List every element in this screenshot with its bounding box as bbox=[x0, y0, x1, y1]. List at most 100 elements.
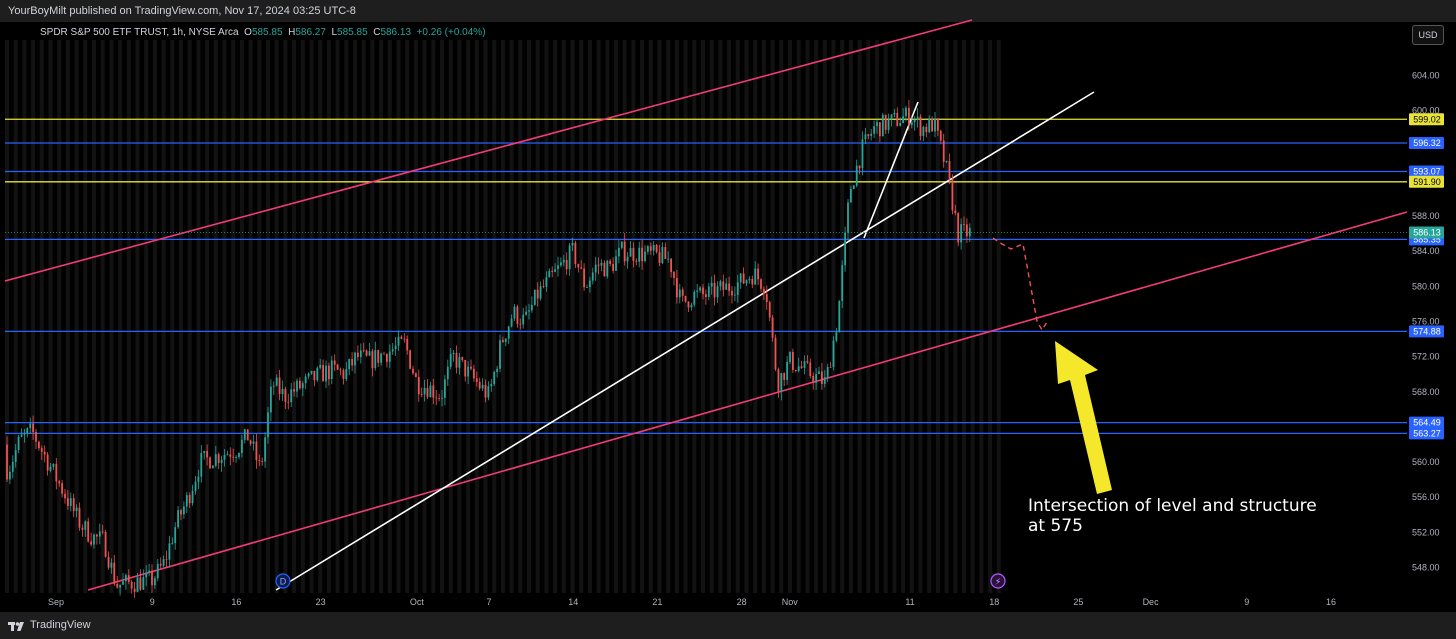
session-stripe bbox=[927, 40, 932, 593]
candle-body bbox=[281, 388, 284, 395]
candle-body bbox=[470, 366, 472, 369]
candle-body bbox=[705, 294, 707, 297]
candle-body bbox=[618, 247, 620, 257]
session-stripe bbox=[727, 40, 732, 593]
candle-body bbox=[17, 436, 20, 450]
candle-body bbox=[771, 317, 774, 338]
change-value: +0.26 (+0.04%) bbox=[416, 27, 486, 38]
event-badge[interactable] bbox=[990, 573, 1006, 589]
candle-body bbox=[673, 272, 675, 278]
candle-body bbox=[232, 456, 235, 458]
channel-lower-line[interactable] bbox=[87, 211, 1408, 591]
candle-body bbox=[394, 345, 397, 350]
candle-body bbox=[125, 575, 127, 582]
session-stripe bbox=[248, 40, 253, 593]
session-stripe bbox=[518, 40, 523, 593]
candle-body bbox=[913, 119, 916, 123]
candle-body bbox=[519, 323, 522, 325]
candle-body bbox=[452, 352, 455, 355]
level-price-tag-label: 599.02 bbox=[1413, 114, 1441, 124]
candle-body bbox=[942, 140, 945, 162]
candle-body bbox=[183, 506, 185, 515]
level-price-tag bbox=[1409, 113, 1444, 126]
candle-body bbox=[600, 262, 603, 266]
horizontal-levels[interactable] bbox=[5, 118, 1407, 434]
candle-body bbox=[812, 375, 815, 383]
candle-body bbox=[690, 304, 693, 308]
session-stripe bbox=[396, 40, 401, 593]
candle-body bbox=[713, 282, 716, 298]
projection-dashed-line[interactable] bbox=[992, 237, 1048, 332]
session-stripe bbox=[909, 40, 914, 593]
session-stripe bbox=[39, 40, 44, 593]
candle-body bbox=[200, 452, 203, 477]
session-stripe bbox=[109, 40, 114, 593]
session-stripe bbox=[875, 40, 879, 593]
candle-body bbox=[415, 373, 417, 377]
dividend-badge[interactable] bbox=[275, 573, 291, 589]
candle-body bbox=[557, 265, 559, 270]
candle-body bbox=[113, 562, 116, 584]
session-stripe bbox=[788, 40, 792, 593]
session-stripe bbox=[587, 40, 592, 593]
session-stripe bbox=[370, 40, 375, 593]
candle-body bbox=[400, 336, 403, 339]
candle-body bbox=[728, 283, 730, 291]
candle-body bbox=[359, 350, 362, 358]
session-stripe bbox=[379, 40, 384, 593]
candle-body bbox=[647, 246, 649, 252]
candle-body bbox=[719, 281, 722, 287]
candle-body bbox=[171, 542, 174, 544]
candle-body bbox=[174, 527, 177, 543]
arrow-shape[interactable] bbox=[1055, 341, 1112, 494]
candle-body bbox=[104, 532, 107, 557]
candle-body bbox=[241, 439, 243, 454]
price-tick-label: 568.00 bbox=[1412, 387, 1440, 397]
candle-body bbox=[43, 451, 46, 455]
candle-body bbox=[841, 265, 844, 302]
candle-body bbox=[484, 384, 487, 398]
price-chart[interactable]: 548.00552.00556.00560.00564.00568.00572.… bbox=[0, 0, 1456, 612]
trendline-long[interactable] bbox=[275, 91, 1095, 591]
candle-body bbox=[365, 350, 368, 356]
candle-body bbox=[589, 280, 591, 288]
currency-button[interactable]: USD bbox=[1412, 25, 1444, 45]
session-stripe bbox=[753, 40, 758, 593]
session-stripe bbox=[387, 40, 392, 593]
tradingview-logo[interactable]: TradingView bbox=[8, 612, 91, 639]
price-tick-label: 556.00 bbox=[1412, 492, 1440, 502]
candle-body bbox=[14, 449, 17, 462]
session-stripe bbox=[596, 40, 601, 593]
candle-body bbox=[510, 318, 513, 327]
session-stripe bbox=[805, 40, 810, 593]
candle-body bbox=[609, 260, 612, 264]
session-stripe bbox=[431, 40, 436, 593]
chart-badges[interactable]: D ⚡ bbox=[275, 573, 1006, 589]
annotation-arrow[interactable] bbox=[1055, 341, 1112, 494]
candle-body bbox=[531, 304, 533, 311]
session-stripe bbox=[344, 40, 349, 593]
candle-body bbox=[142, 577, 145, 590]
candle-body bbox=[852, 185, 855, 189]
candle-body bbox=[499, 340, 501, 369]
candle-body bbox=[243, 429, 246, 440]
last-price-tag-label: 586.13 bbox=[1413, 228, 1441, 238]
candle-body bbox=[165, 559, 168, 561]
candle-body bbox=[154, 578, 156, 586]
candle-body bbox=[180, 510, 182, 515]
time-axis[interactable]: Sep 9 16 23 Oct 7 14 21 28 Nov 11 18 25 Dec 9 16 bbox=[48, 597, 1336, 607]
price-tick-label: 576.00 bbox=[1412, 317, 1440, 327]
candle-body bbox=[194, 481, 197, 491]
session-stripe bbox=[152, 40, 157, 593]
candle-body bbox=[423, 387, 426, 395]
candle-body bbox=[623, 241, 626, 262]
level-price-tag-label: 585.35 bbox=[1413, 234, 1441, 244]
price-tick-label: 560.00 bbox=[1412, 457, 1440, 467]
candle-body bbox=[55, 463, 58, 482]
projection-path[interactable] bbox=[992, 237, 1048, 332]
candle-body bbox=[577, 263, 580, 268]
session-stripe bbox=[953, 40, 958, 593]
channel-upper-line[interactable] bbox=[4, 19, 973, 282]
session-stripe bbox=[405, 40, 410, 593]
candle-body bbox=[354, 352, 356, 366]
